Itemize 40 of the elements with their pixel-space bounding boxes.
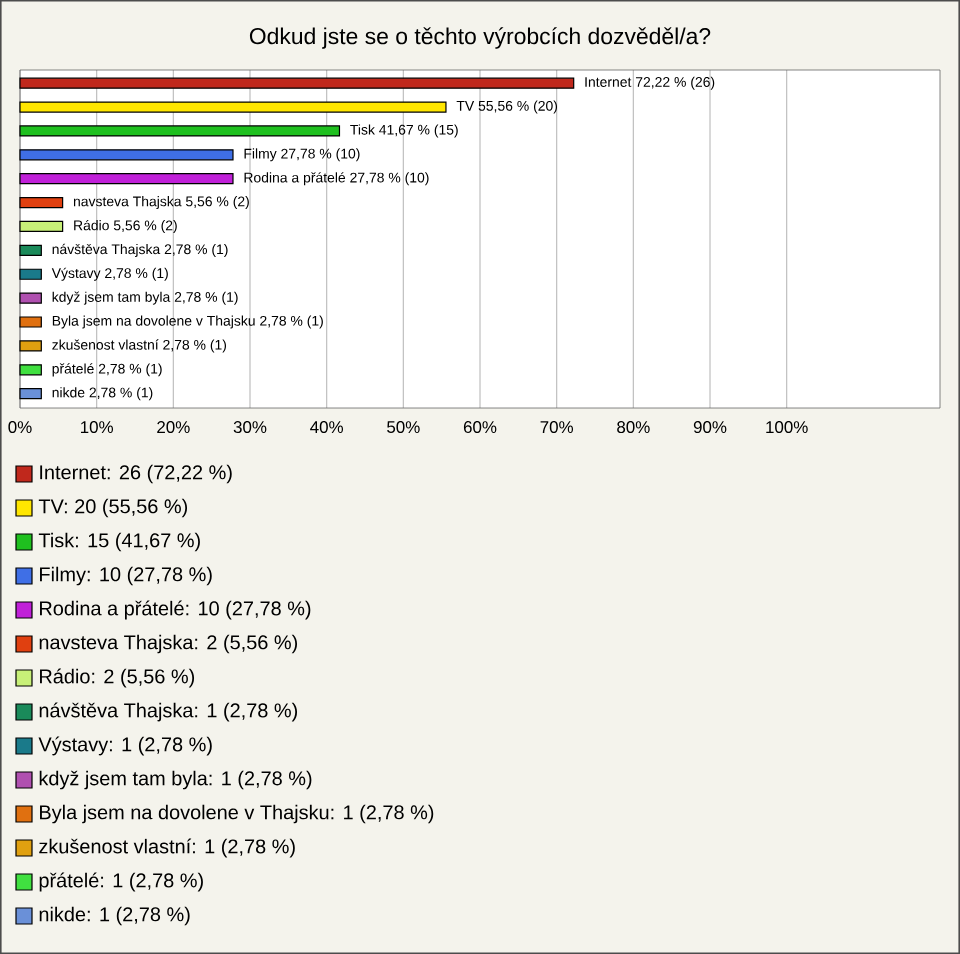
- bar: [19, 101, 447, 113]
- bar: [19, 149, 234, 161]
- text: Rodina a přátelé: 10 (27,78 %): [40, 600, 311, 620]
- text: zkušenost vlastní: 1 (2,78 %): [39, 838, 295, 858]
- text: přátelé: 1 (2,78 %): [39, 872, 203, 892]
- text: když jsem tam byla: 1 (2,78 %): [39, 770, 312, 790]
- x-tick-label: 40%: [310, 421, 344, 434]
- text: Internet: 26 (72,22 %): [40, 464, 232, 484]
- text: Byla jsem na dovolene v Thajsku: 1 (2,78 %): [40, 804, 434, 824]
- bar: [19, 292, 42, 304]
- bar: [19, 268, 42, 280]
- text: Filmy: 10 (27,78 %): [40, 566, 212, 586]
- bar: [19, 220, 64, 233]
- x-tick-label: 20%: [157, 421, 190, 434]
- x-tick-label: 30%: [233, 421, 267, 434]
- x-tick-label: 10%: [81, 421, 114, 434]
- x-tick-label: 90%: [693, 421, 727, 434]
- text: TV: 20 (55,56 %): [38, 498, 188, 518]
- x-tick-label: 60%: [463, 421, 497, 434]
- x-tick-label: 80%: [617, 421, 650, 434]
- bar: [19, 196, 64, 209]
- bar: [19, 388, 42, 400]
- text: návštěva Thajska: 1 (2,78 %): [39, 702, 298, 722]
- x-tick-label: 50%: [387, 421, 420, 434]
- chart-title: Odkud jste se o těchto výrobcích dozvěděl/a?: [249, 27, 711, 49]
- bar: [19, 244, 42, 256]
- bar: [19, 340, 42, 352]
- text: Tisk: 15 (41,67 %): [38, 532, 200, 552]
- bar: [19, 316, 42, 328]
- text: nikde: 1 (2,78 %): [39, 906, 190, 926]
- bar: [19, 77, 575, 89]
- bar: [19, 173, 234, 185]
- text: navsteva Thajska: 2 (5,56 %): [39, 634, 298, 654]
- x-tick-label: 100%: [766, 421, 808, 434]
- bar: [19, 364, 42, 376]
- text: Rádio: 2 (5,56 %): [40, 668, 195, 688]
- x-tick-label: 70%: [540, 421, 574, 434]
- text: Výstavy: 1 (2,78 %): [38, 736, 212, 756]
- x-tick-label: 0%: [8, 421, 32, 434]
- bar: [19, 125, 341, 137]
